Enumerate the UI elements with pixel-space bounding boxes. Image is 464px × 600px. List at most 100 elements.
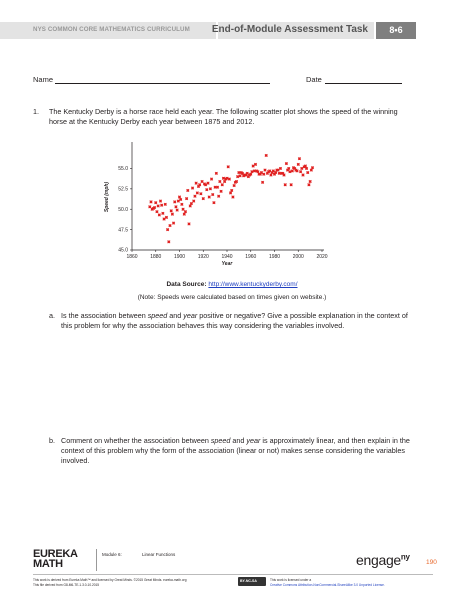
data-point bbox=[180, 202, 184, 206]
data-point bbox=[269, 173, 273, 177]
data-point bbox=[175, 208, 179, 212]
data-point bbox=[230, 188, 234, 193]
y-axis-ticks: 45.0 47.5 50.0 52.5 55.0 bbox=[118, 166, 132, 254]
data-point bbox=[249, 172, 253, 176]
curriculum-title: NYS COMMON CORE MATHEMATICS CURRICULUM bbox=[33, 26, 190, 33]
data-point bbox=[272, 172, 277, 176]
data-point bbox=[168, 223, 172, 228]
data-point bbox=[252, 169, 256, 173]
data-point bbox=[152, 206, 157, 210]
data-point bbox=[270, 170, 274, 175]
data-point bbox=[186, 188, 190, 193]
name-label: Name bbox=[33, 75, 54, 84]
data-source-link[interactable]: http://www.kentuckyderby.com/ bbox=[208, 281, 298, 288]
data-point bbox=[207, 195, 211, 199]
y-tick-label: 45.0 bbox=[118, 248, 128, 254]
x-tick-label: 1940 bbox=[221, 254, 232, 260]
data-point bbox=[155, 210, 159, 214]
data-points bbox=[148, 153, 315, 244]
data-point bbox=[251, 164, 255, 168]
data-point bbox=[167, 240, 171, 244]
data-point bbox=[293, 166, 297, 171]
x-tick-label: 1920 bbox=[198, 254, 209, 260]
data-point bbox=[307, 183, 311, 187]
data-point bbox=[204, 183, 208, 187]
data-point bbox=[187, 222, 191, 226]
data-point bbox=[278, 166, 283, 171]
file-info-text: This file derived from G8-M6-TE-1.3.0-10… bbox=[33, 583, 100, 587]
date-line[interactable] bbox=[325, 83, 402, 84]
data-point bbox=[161, 211, 165, 215]
data-point bbox=[211, 192, 215, 197]
data-point bbox=[208, 187, 212, 191]
part-a-text: Is the association between speed and yea… bbox=[61, 311, 408, 330]
cc-license-icon: BY-NC-SA bbox=[238, 577, 266, 586]
data-point bbox=[301, 173, 305, 177]
scatter-plot: 45.0 47.5 50.0 52.5 55.0 1860 1880 1900 1920 194… bbox=[104, 142, 328, 267]
data-point bbox=[219, 189, 223, 193]
data-point bbox=[300, 166, 304, 171]
data-point bbox=[201, 197, 205, 201]
data-point bbox=[192, 199, 196, 203]
data-point bbox=[261, 180, 265, 184]
x-axis-ticks: 1860 1880 1900 1920 1940 1960 1980 2000 2020 bbox=[126, 250, 328, 260]
y-tick-label: 55.0 bbox=[118, 166, 128, 172]
data-point bbox=[173, 200, 177, 204]
data-point bbox=[206, 181, 210, 185]
data-point bbox=[164, 215, 169, 219]
data-point bbox=[163, 202, 167, 206]
data-point bbox=[171, 221, 176, 225]
date-label: Date bbox=[306, 75, 322, 84]
license-link[interactable]: Creative Commons Attribution-NonCommerci… bbox=[270, 583, 385, 587]
data-point bbox=[190, 186, 195, 190]
data-point bbox=[193, 194, 197, 198]
footer-rule bbox=[33, 574, 433, 575]
data-point bbox=[195, 191, 199, 195]
data-point bbox=[256, 170, 260, 174]
data-point bbox=[244, 173, 248, 177]
data-point bbox=[221, 176, 226, 180]
data-point bbox=[290, 169, 294, 173]
data-source: Data Source: http://www.kentuckyderby.co… bbox=[0, 281, 464, 288]
y-tick-label: 50.0 bbox=[118, 207, 128, 213]
data-point bbox=[264, 153, 268, 157]
x-tick-label: 1980 bbox=[269, 254, 280, 260]
data-point bbox=[276, 168, 280, 172]
data-point bbox=[176, 199, 180, 203]
data-point bbox=[287, 166, 291, 171]
data-point bbox=[148, 205, 152, 209]
data-point bbox=[277, 171, 281, 175]
copyright-text: This work is derived from Eureka Math™ a… bbox=[33, 578, 187, 582]
data-point bbox=[237, 170, 241, 175]
data-point bbox=[238, 174, 242, 178]
data-point bbox=[217, 194, 221, 198]
question-number: 1. bbox=[33, 107, 39, 116]
eureka-math-logo: EUREKA MATH bbox=[33, 548, 78, 570]
question-text: The Kentucky Derby is a horse race held … bbox=[49, 107, 398, 126]
data-point bbox=[306, 170, 310, 175]
data-point bbox=[213, 185, 217, 189]
data-point bbox=[304, 166, 309, 171]
x-tick-label: 1900 bbox=[174, 254, 185, 260]
data-point bbox=[268, 169, 272, 173]
name-line[interactable] bbox=[55, 83, 270, 84]
data-point bbox=[174, 205, 178, 209]
data-point bbox=[149, 200, 153, 204]
data-point bbox=[194, 181, 198, 185]
data-point bbox=[209, 177, 214, 181]
data-point bbox=[200, 179, 204, 184]
chart-axes bbox=[131, 142, 324, 251]
data-point bbox=[231, 195, 235, 199]
data-point bbox=[234, 179, 239, 184]
engageny-logo: engageny bbox=[356, 552, 410, 568]
data-point bbox=[185, 197, 189, 201]
data-point bbox=[296, 162, 300, 166]
x-tick-label: 2020 bbox=[316, 254, 327, 260]
y-tick-label: 47.5 bbox=[118, 227, 128, 233]
data-point bbox=[236, 175, 240, 179]
data-point bbox=[284, 161, 288, 166]
data-point bbox=[271, 169, 275, 173]
data-point bbox=[223, 179, 227, 184]
data-point bbox=[154, 201, 158, 205]
data-point bbox=[181, 207, 185, 211]
